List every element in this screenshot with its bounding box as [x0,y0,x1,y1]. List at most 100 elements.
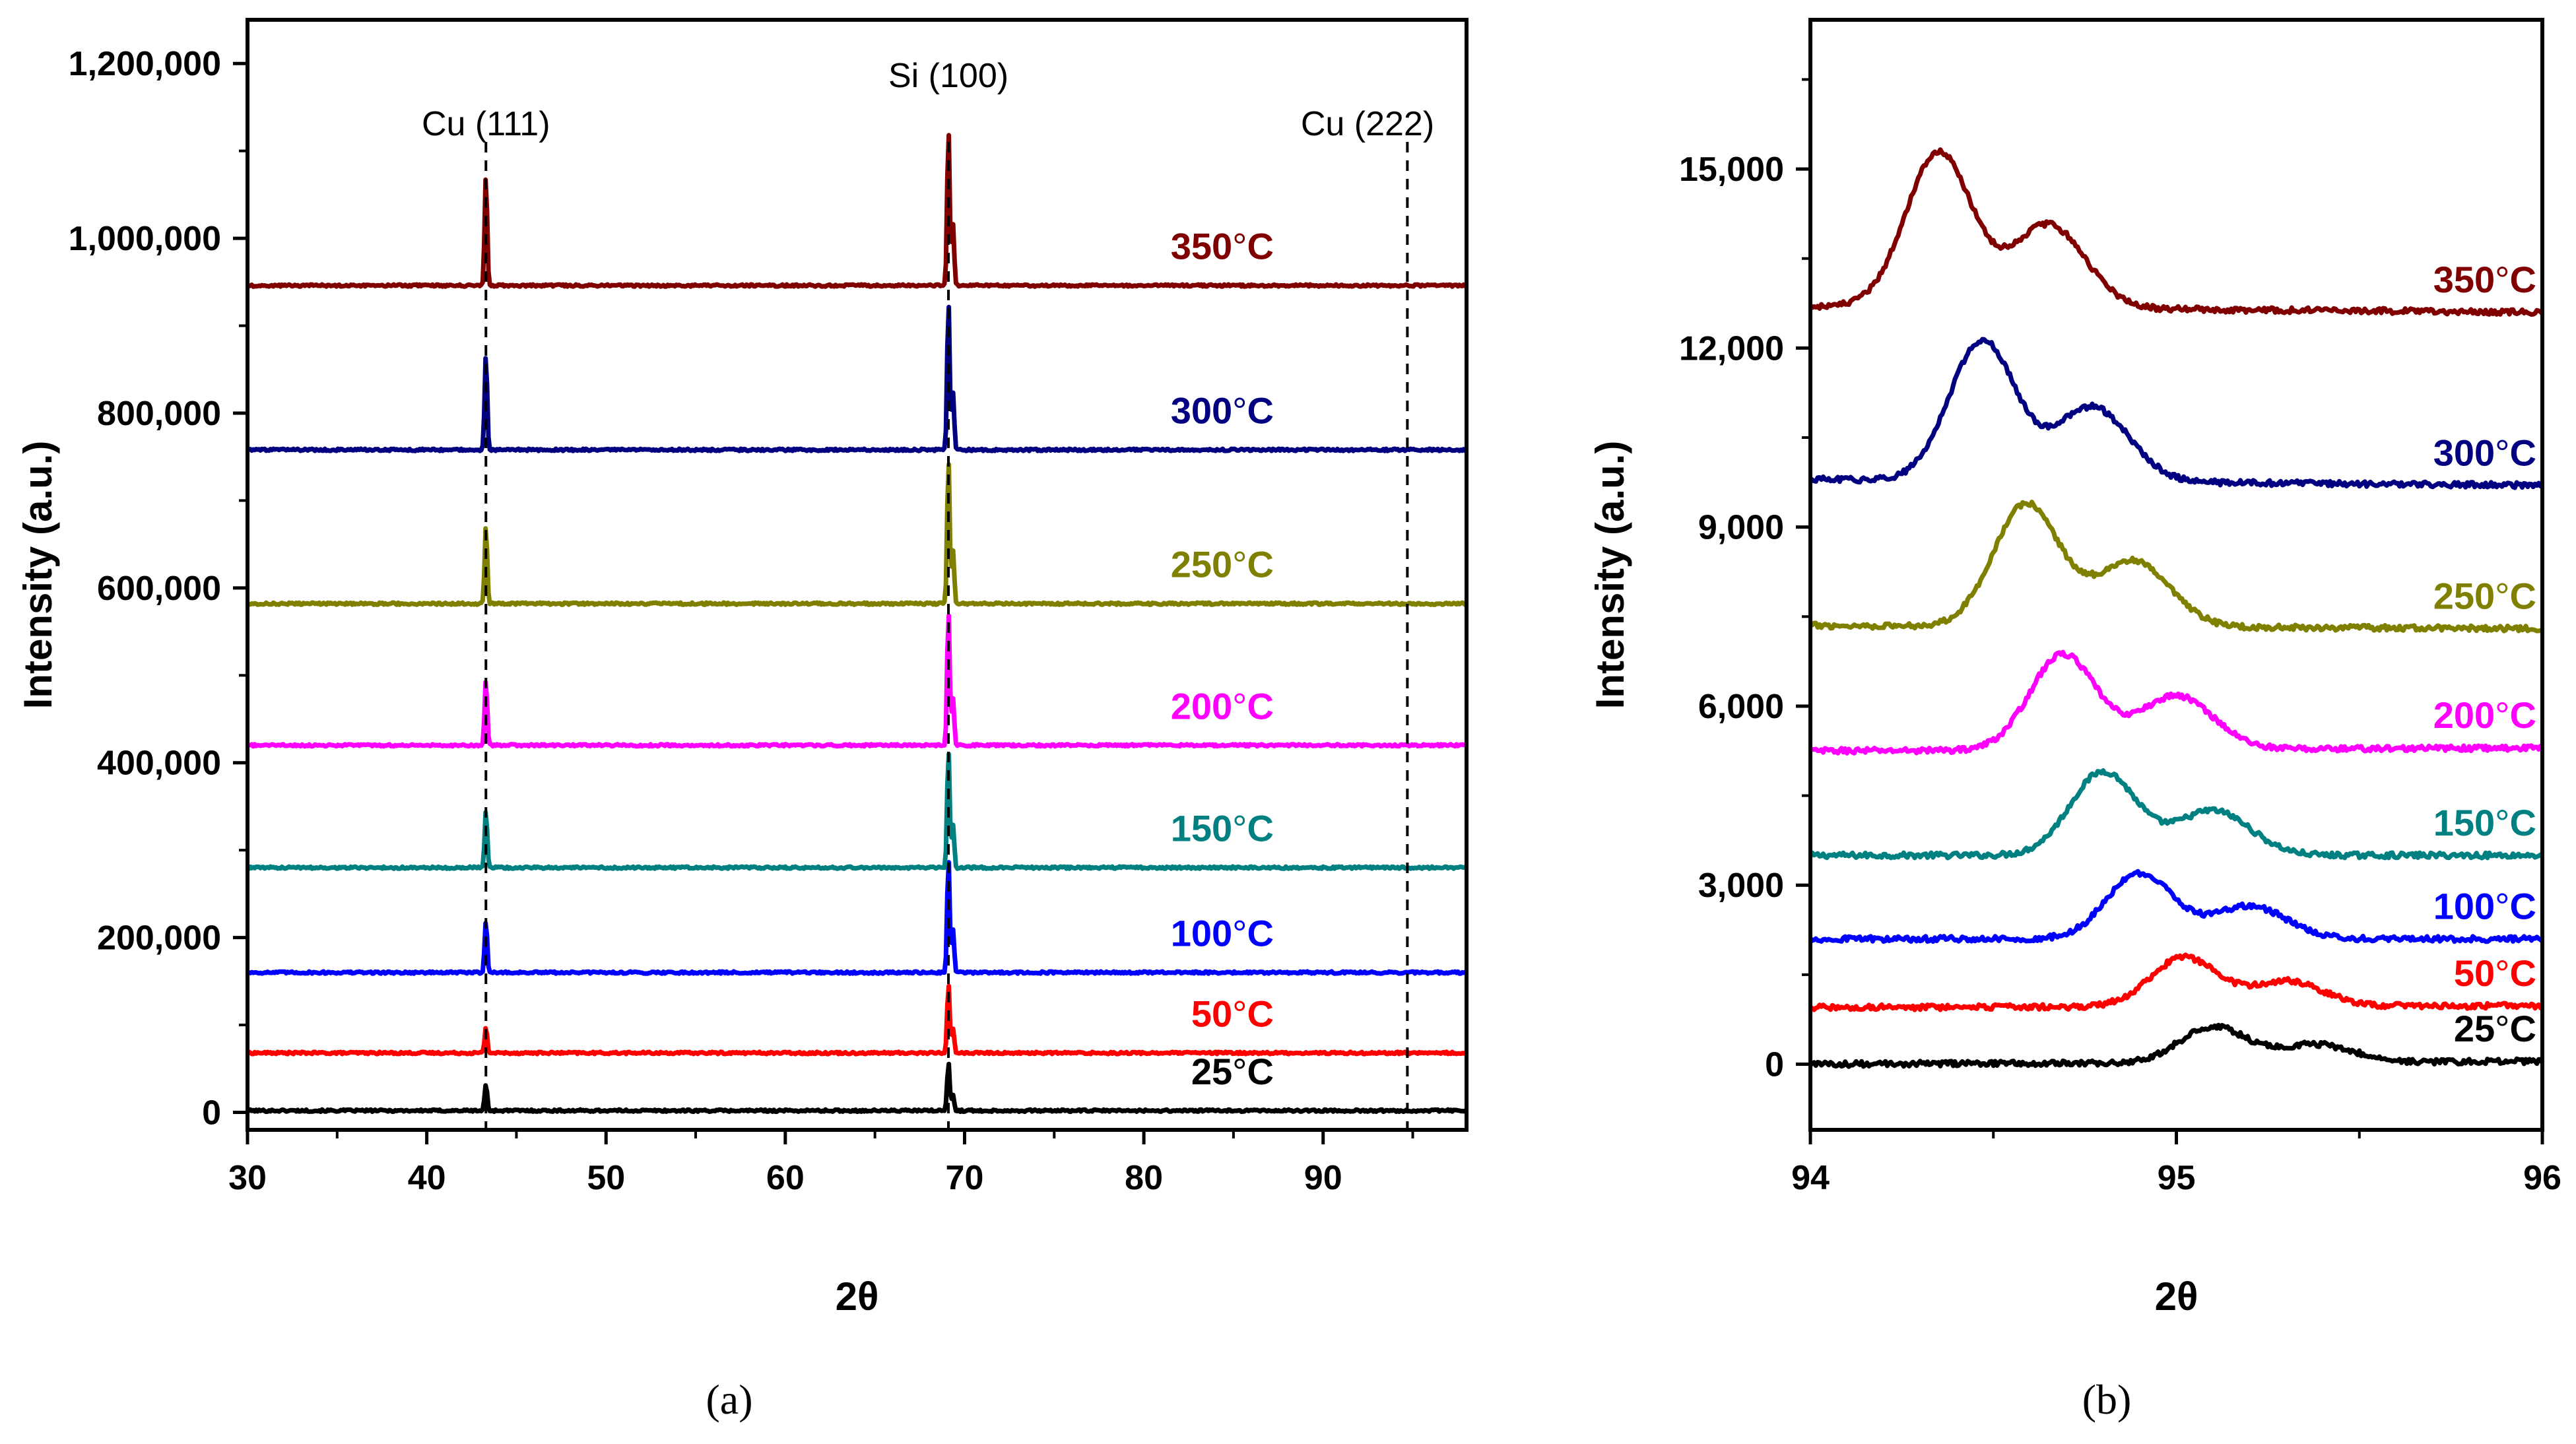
series-line-200 [1809,649,2543,756]
celsius-unit: C [1247,1051,1274,1092]
panel-label: (a) [706,1376,752,1423]
plot-frame [1808,18,2544,1132]
series-line-100 [1808,869,2544,944]
degree-symbol: ° [1232,226,1247,267]
series-label-300: 300°C [2433,432,2536,473]
series-line-350 [246,133,1468,289]
x-tick-label: 40 [408,1159,446,1197]
series-label-value: 50 [1191,993,1232,1034]
celsius-unit: C [2510,694,2536,736]
degree-symbol: ° [1232,808,1247,849]
series-line-100 [246,860,1468,976]
series-line-250 [246,462,1469,607]
panel-label: (b) [2082,1376,2132,1423]
series-line-300 [246,304,1468,453]
y-tick-label: 0 [1765,1046,1784,1084]
degree-symbol: ° [1232,685,1247,727]
x-tick-label: 60 [766,1159,805,1197]
y-tick-label: 3,000 [1698,867,1784,905]
degree-symbol: ° [1232,993,1247,1034]
degree-symbol: ° [2495,432,2509,473]
celsius-unit: C [2510,802,2536,843]
degree-symbol: ° [2495,259,2509,300]
y-tick-label: 12,000 [1679,329,1784,368]
series-label-value: 150 [1171,808,1232,849]
celsius-unit: C [2510,432,2536,473]
plot-frame [246,18,1469,1132]
x-tick-label: 70 [946,1159,984,1197]
degree-symbol: ° [1232,544,1247,585]
peak-annotation: Si (100) [888,57,1008,95]
series-label-100: 100°C [1171,913,1274,954]
celsius-unit: C [1247,993,1274,1034]
celsius-unit: C [2510,1008,2536,1049]
x-axis-title: 2θ [2155,1274,2198,1319]
y-tick-label: 200,000 [97,919,221,958]
degree-symbol: ° [2495,802,2509,843]
series-label-300: 300°C [1171,390,1274,432]
series-label-value: 350 [2433,259,2495,300]
degree-symbol: ° [2495,1008,2509,1049]
series-line-250 [1810,500,2544,634]
series-line-150 [246,752,1468,871]
x-tick-label: 50 [587,1159,625,1197]
peak-annotation: Cu (222) [1301,105,1434,143]
series-line-300 [1808,337,2544,490]
celsius-unit: C [2510,886,2536,927]
y-tick-label: 800,000 [97,395,221,433]
degree-symbol: ° [1232,390,1247,432]
degree-symbol: ° [2495,952,2509,994]
series-label-value: 25 [1191,1051,1232,1092]
y-axis-title: Intensity (a.u.) [16,441,60,709]
series-label-250: 250°C [1171,544,1274,585]
series-label-25: 25°C [1191,1051,1274,1092]
series-label-value: 100 [2433,886,2495,927]
series-line-50 [246,983,1468,1057]
series-label-50: 50°C [2454,952,2536,994]
series-label-value: 200 [1171,685,1232,727]
series-label-350: 350°C [1171,226,1274,267]
celsius-unit: C [1247,685,1274,727]
series-label-50: 50°C [1191,993,1274,1034]
degree-symbol: ° [2495,575,2509,616]
y-tick-label: 6,000 [1698,688,1784,726]
series-line-25 [246,1061,1468,1114]
y-tick-label: 400,000 [97,744,221,783]
series-label-350: 350°C [2433,259,2536,300]
series-line-200 [246,613,1469,749]
degree-symbol: ° [2495,694,2509,736]
panel-a-chart: 25°C50°C100°C150°C200°C250°C300°C350°CCu… [16,18,1469,1423]
series-label-value: 200 [2433,694,2495,736]
y-tick-label: 1,000,000 [69,220,221,258]
degree-symbol: ° [1232,913,1247,954]
series-label-value: 350 [1171,226,1232,267]
series-line-50 [1808,952,2544,1012]
y-tick-label: 9,000 [1698,509,1784,547]
series-label-value: 150 [2433,802,2495,843]
series-label-value: 250 [2433,575,2495,616]
series-label-25: 25°C [2454,1008,2536,1049]
series-label-value: 300 [1171,390,1232,432]
series-line-350 [1808,147,2544,317]
x-tick-label: 90 [1304,1159,1342,1197]
degree-symbol: ° [1232,1051,1247,1092]
celsius-unit: C [1247,913,1274,954]
x-tick-label: 96 [2523,1159,2561,1197]
y-tick-label: 1,200,000 [69,45,221,83]
series-label-100: 100°C [2433,886,2536,927]
series-label-150: 150°C [2433,802,2536,843]
x-tick-label: 94 [1791,1159,1830,1197]
series-label-250: 250°C [2433,575,2536,616]
series-label-200: 200°C [1171,685,1274,727]
x-tick-label: 80 [1125,1159,1163,1197]
y-tick-label: 600,000 [97,570,221,608]
series-line-25 [1810,1022,2545,1069]
degree-symbol: ° [2495,886,2509,927]
y-axis-title: Intensity (a.u.) [1588,441,1632,709]
celsius-unit: C [2510,575,2536,616]
series-label-value: 50 [2454,952,2495,994]
x-tick-label: 30 [228,1159,267,1197]
x-axis-title: 2θ [836,1274,879,1319]
series-line-150 [1808,768,2544,861]
